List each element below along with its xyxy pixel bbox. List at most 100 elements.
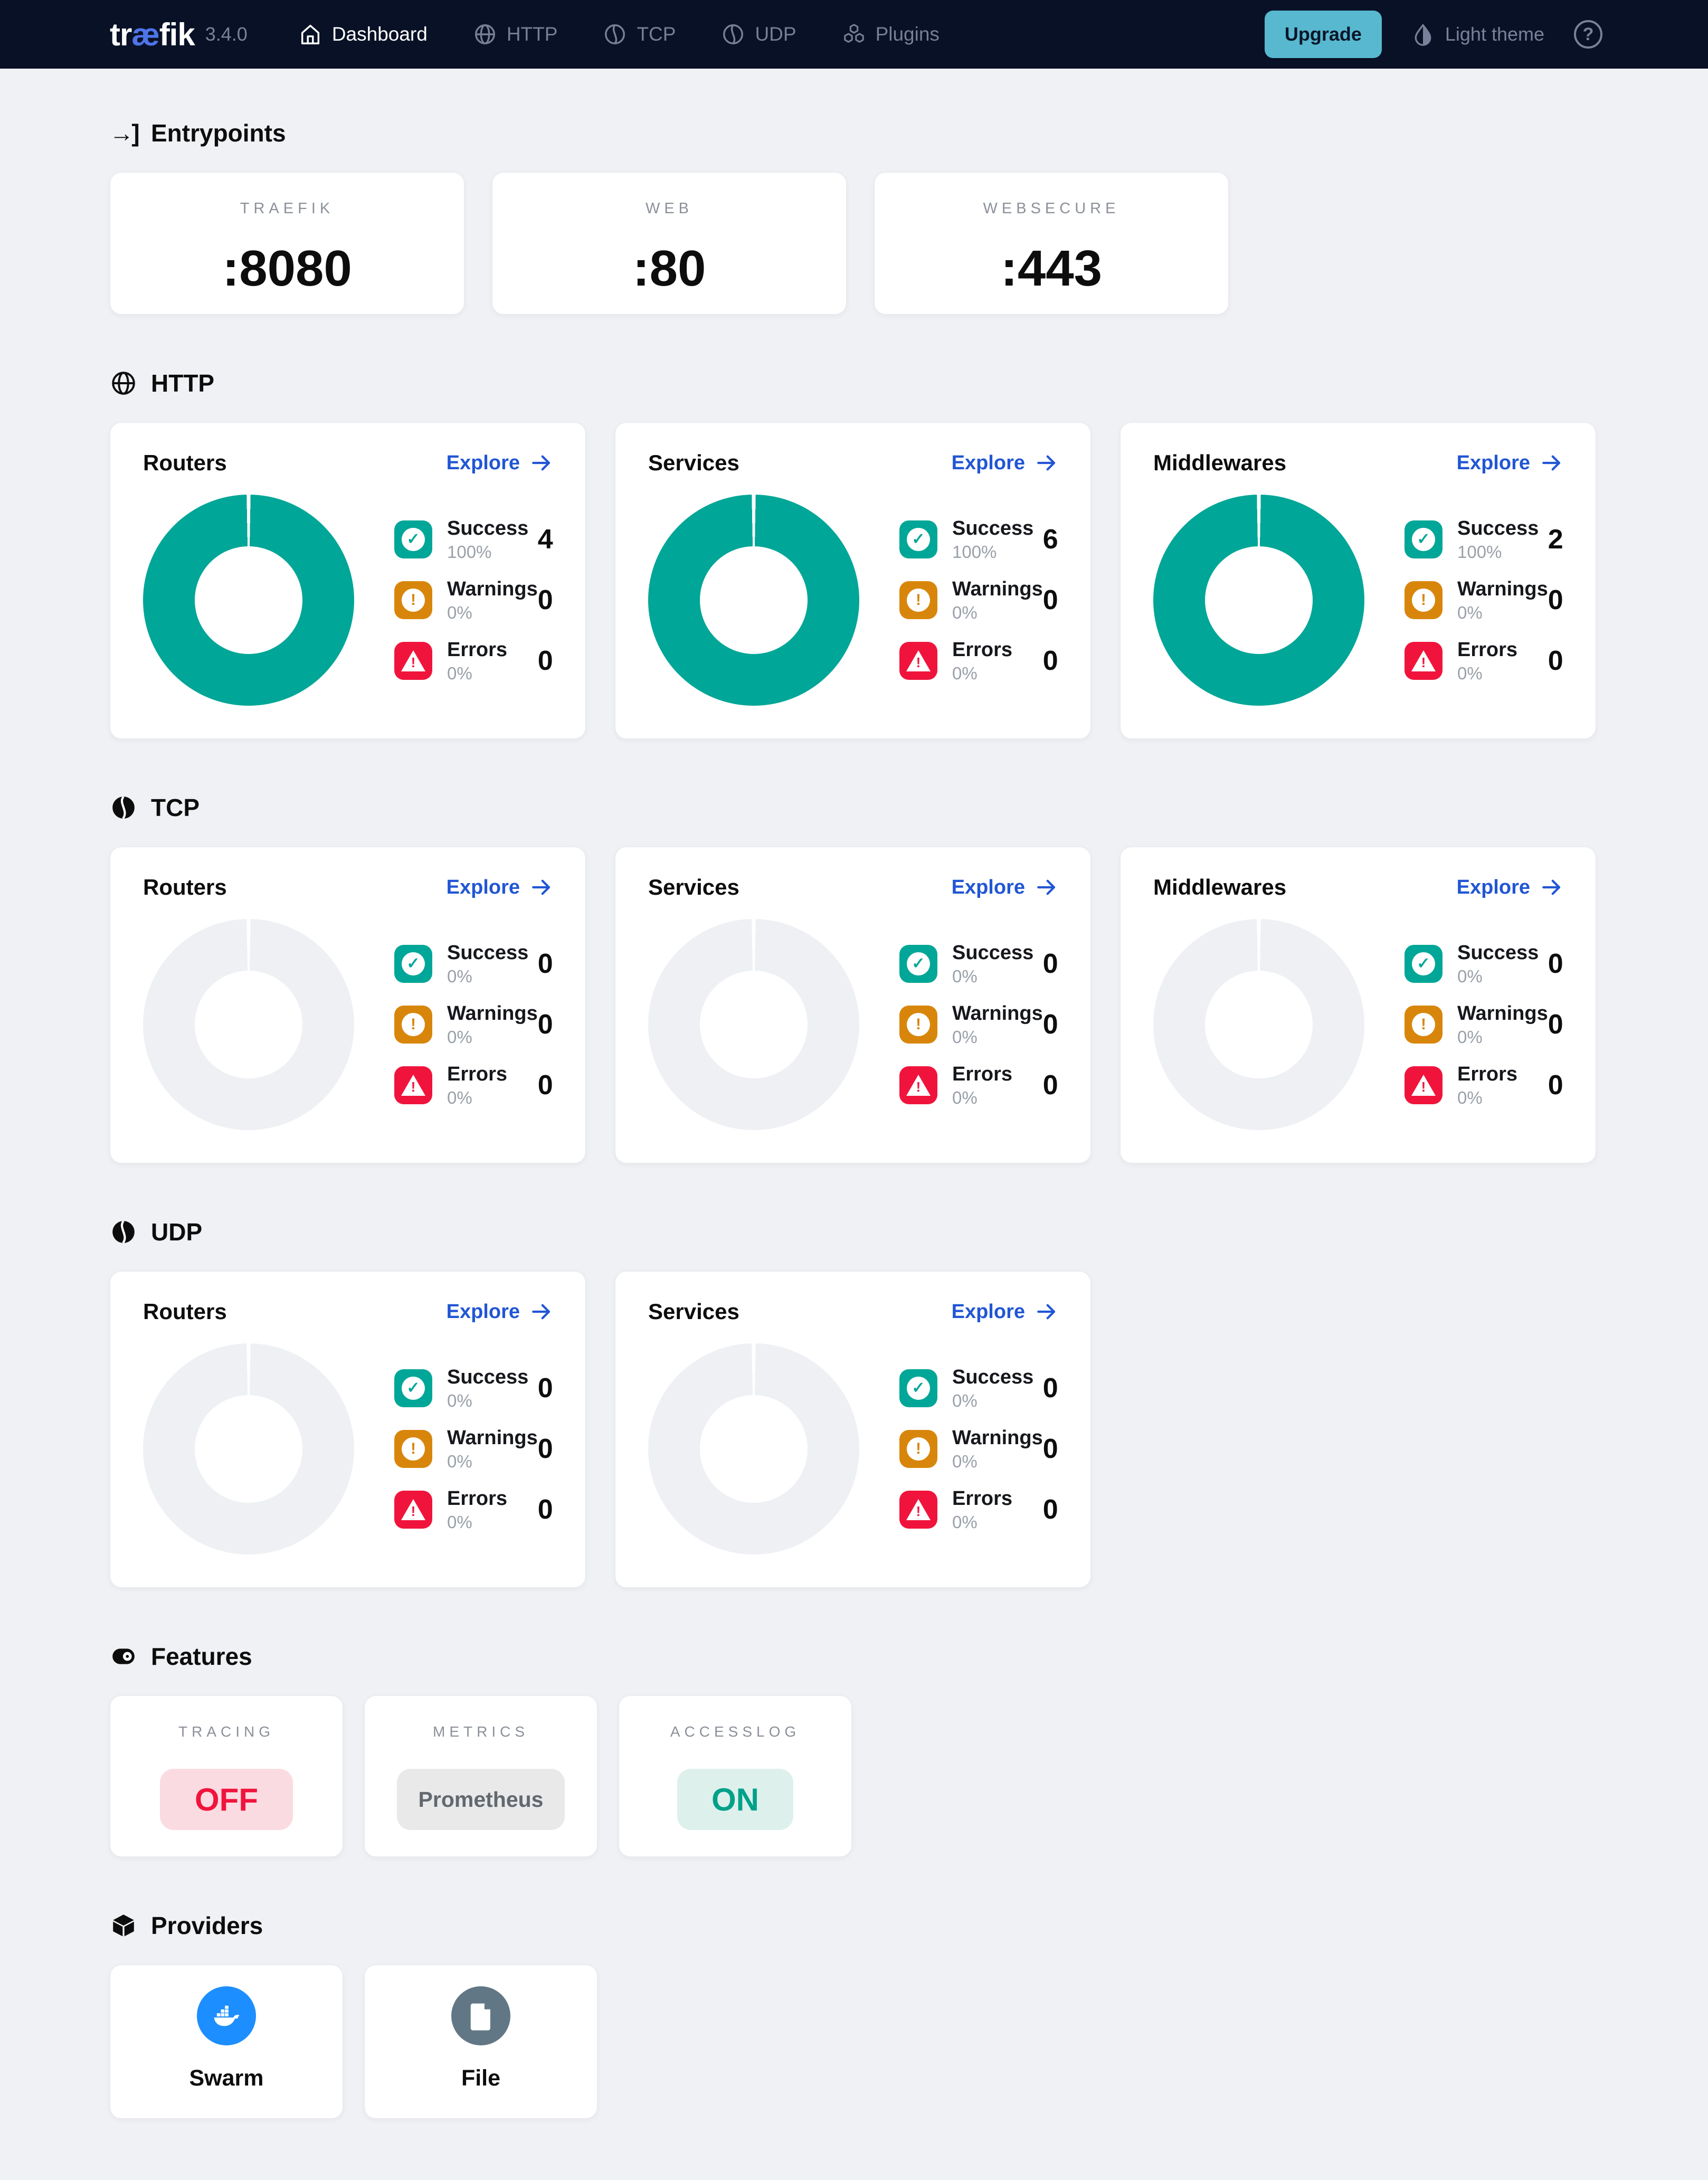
provider-card-file: File	[364, 1965, 597, 2119]
success-count: 0	[537, 949, 553, 979]
traefik-logo: træfik	[110, 16, 195, 52]
entrypoint-port: :80	[632, 240, 706, 297]
explore-link[interactable]: Explore	[447, 452, 553, 475]
upgrade-button[interactable]: Upgrade	[1264, 11, 1382, 58]
udp-icon	[723, 24, 744, 44]
legend-row-warnings: ! Warnings 0% 0	[1405, 1002, 1567, 1047]
errors-count: 0	[1042, 1494, 1058, 1525]
legend-row-success: ✓ Success 0% 0	[394, 1366, 556, 1411]
explore-link[interactable]: Explore	[952, 1301, 1058, 1323]
card-title: Middlewares	[1153, 450, 1287, 475]
nav-item-dashboard[interactable]: Dashboard	[298, 22, 428, 46]
explore-link[interactable]: Explore	[447, 876, 553, 899]
legend-row-errors: ! Errors 0% 0	[1405, 1063, 1567, 1108]
entrypoint-card-web: WEB :80	[492, 172, 847, 315]
feature-card-accesslog: ACCESSLOG ON	[619, 1695, 852, 1857]
help-icon[interactable]: ?	[1574, 20, 1602, 49]
http-middlewares-card: Middlewares Explore ✓ Success 100% 2 !	[1120, 422, 1596, 739]
nav-item-udp[interactable]: UDP	[721, 22, 796, 46]
donut-chart	[1153, 495, 1364, 706]
explore-link[interactable]: Explore	[447, 1301, 553, 1323]
success-badge-icon: ✓	[1405, 945, 1443, 983]
dashboard-content: →] Entrypoints TRAEFIK :8080 WEB :80 WEB…	[0, 117, 1708, 2140]
nav-label: UDP	[755, 23, 796, 45]
legend: ✓ Success 0% 0 ! Warnings 0% 0 ! Errors 0% …	[1405, 942, 1567, 1108]
success-badge-icon: ✓	[899, 945, 937, 983]
card-title: Middlewares	[1153, 875, 1287, 899]
provider-name: Swarm	[189, 2065, 264, 2091]
errors-count: 0	[537, 1070, 553, 1101]
errors-count: 0	[1042, 1070, 1058, 1101]
udp-section-header: UDP	[110, 1216, 1598, 1248]
explore-link[interactable]: Explore	[1457, 452, 1563, 475]
entrypoint-card-traefik: TRAEFIK :8080	[110, 172, 464, 315]
success-count: 6	[1042, 524, 1058, 555]
legend-row-errors: ! Errors 0% 0	[899, 1063, 1061, 1108]
section-title: UDP	[151, 1218, 203, 1246]
error-badge-icon: !	[899, 1491, 937, 1529]
tcp-routers-card: Routers Explore ✓ Success 0% 0 ! Warn	[110, 847, 586, 1163]
legend-row-success: ✓ Success 0% 0	[394, 942, 556, 987]
nav-item-plugins[interactable]: Plugins	[842, 22, 940, 46]
success-badge-icon: ✓	[1405, 520, 1443, 558]
card-title: Services	[648, 450, 739, 475]
legend-row-warnings: ! Warnings 0% 0	[899, 578, 1061, 623]
errors-count: 0	[537, 646, 553, 676]
providers-section-header: Providers	[110, 1910, 1598, 1941]
card-title: Routers	[143, 1299, 227, 1324]
arrow-right-icon	[532, 879, 551, 895]
success-badge-icon: ✓	[899, 520, 937, 558]
docker-swarm-icon	[197, 1986, 256, 2045]
http-section-header: HTTP	[110, 367, 1598, 399]
errors-count: 0	[537, 1494, 553, 1525]
plugins-icon	[843, 24, 864, 43]
entrypoint-name: TRAEFIK	[240, 200, 335, 217]
entrypoints-icon: →]	[109, 119, 139, 147]
section-title: Providers	[151, 1912, 263, 1939]
success-badge-icon: ✓	[394, 1369, 432, 1407]
udp-icon	[110, 1218, 137, 1246]
tcp-section-header: TCP	[110, 792, 1598, 823]
legend-row-success: ✓ Success 0% 0	[899, 1366, 1061, 1411]
legend-row-errors: ! Errors 0% 0	[899, 1487, 1061, 1532]
legend-row-warnings: ! Warnings 0% 0	[899, 1427, 1061, 1472]
section-title: Features	[151, 1643, 252, 1670]
nav-item-http[interactable]: HTTP	[473, 22, 557, 46]
errors-count: 0	[1042, 646, 1058, 676]
legend-row-warnings: ! Warnings 0% 0	[394, 1002, 556, 1047]
success-count: 2	[1548, 524, 1563, 555]
warning-badge-icon: !	[899, 1006, 937, 1044]
success-badge-icon: ✓	[394, 520, 432, 558]
udp-services-card: Services Explore ✓ Success 0% 0 ! War	[615, 1271, 1091, 1588]
entrypoint-card-websecure: WEBSECURE :443	[874, 172, 1229, 315]
nav-item-tcp[interactable]: TCP	[603, 22, 676, 46]
donut-chart	[143, 1343, 354, 1555]
error-badge-icon: !	[899, 642, 937, 680]
legend: ✓ Success 0% 0 ! Warnings 0% 0 ! Errors 0% …	[394, 942, 556, 1108]
error-badge-icon: !	[394, 1066, 432, 1104]
entrypoints-section-header: →] Entrypoints	[109, 117, 1598, 149]
donut-chart	[648, 1343, 859, 1555]
tcp-middlewares-card: Middlewares Explore ✓ Success 0% 0 !	[1120, 847, 1596, 1163]
theme-toggle[interactable]: Light theme	[1411, 23, 1544, 46]
errors-count: 0	[1548, 646, 1563, 676]
explore-link[interactable]: Explore	[1457, 876, 1563, 899]
legend-row-errors: ! Errors 0% 0	[394, 1063, 556, 1108]
legend-row-success: ✓ Success 0% 0	[899, 942, 1061, 987]
tcp-services-card: Services Explore ✓ Success 0% 0 ! War	[615, 847, 1091, 1163]
legend: ✓ Success 0% 0 ! Warnings 0% 0 ! Errors 0% …	[899, 1366, 1061, 1532]
legend-row-errors: ! Errors 0% 0	[394, 639, 556, 684]
card-title: Routers	[143, 875, 227, 899]
feature-status-badge: Prometheus	[397, 1769, 565, 1830]
warning-badge-icon: !	[899, 1430, 937, 1468]
provider-card-swarm: Swarm	[110, 1965, 343, 2119]
tcp-icon	[605, 24, 625, 44]
warnings-count: 0	[1548, 585, 1563, 615]
explore-link[interactable]: Explore	[952, 876, 1058, 899]
success-badge-icon: ✓	[899, 1369, 937, 1407]
tcp-cards-row: Routers Explore ✓ Success 0% 0 ! Warn	[110, 847, 1598, 1163]
explore-link[interactable]: Explore	[952, 452, 1058, 475]
donut-chart	[1153, 919, 1364, 1130]
warning-badge-icon: !	[394, 1430, 432, 1468]
entrypoint-name: WEBSECURE	[983, 200, 1120, 217]
